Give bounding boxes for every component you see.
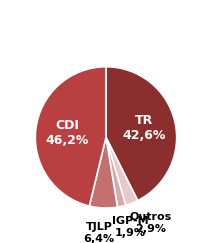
Text: Outros
2,9%: Outros 2,9% xyxy=(129,212,171,234)
Wedge shape xyxy=(106,137,138,205)
Text: TR
42,6%: TR 42,6% xyxy=(122,114,166,142)
Text: CDI
46,2%: CDI 46,2% xyxy=(46,119,89,147)
Wedge shape xyxy=(35,67,106,206)
Text: TJLP
6,4%: TJLP 6,4% xyxy=(83,222,114,243)
Wedge shape xyxy=(106,67,177,200)
Wedge shape xyxy=(89,137,117,208)
Text: IGP-M
1,9%: IGP-M 1,9% xyxy=(112,216,148,238)
Wedge shape xyxy=(106,137,126,207)
